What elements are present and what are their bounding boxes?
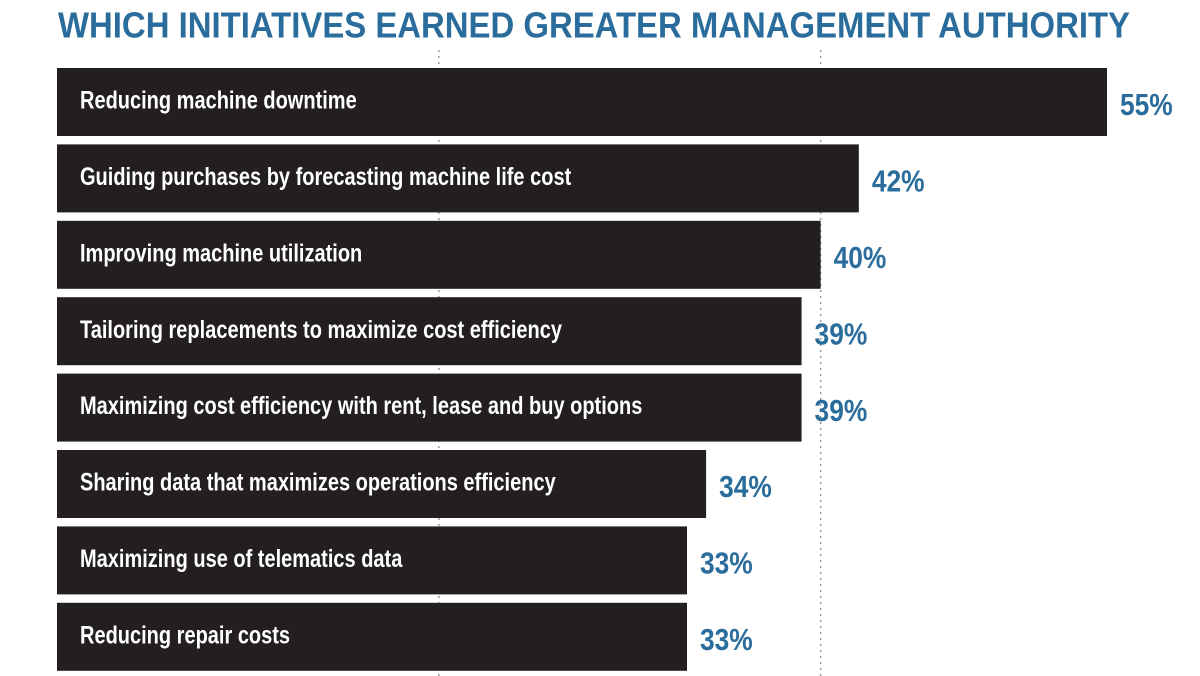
value-label: 40%: [834, 240, 887, 275]
category-label: Sharing data that maximizes operations e…: [80, 469, 556, 497]
category-label: Guiding purchases by forecasting machine…: [80, 163, 572, 191]
bar: [57, 68, 1107, 136]
value-label: 33%: [700, 546, 753, 581]
value-label: 34%: [719, 469, 772, 504]
category-label: Reducing machine downtime: [80, 87, 357, 115]
chart-title: WHICH INITIATIVES EARNED GREATER MANAGEM…: [58, 5, 1130, 46]
bar: [57, 220, 821, 289]
bar: [57, 602, 687, 671]
bar: [57, 373, 802, 442]
value-label: 55%: [1120, 87, 1173, 122]
category-label: Maximizing use of telematics data: [80, 545, 403, 573]
category-label: Reducing repair costs: [80, 621, 290, 649]
bar: [57, 144, 859, 213]
bar: [57, 297, 802, 366]
value-label: 39%: [815, 316, 868, 351]
value-label: 33%: [700, 622, 753, 657]
value-label: 39%: [815, 393, 868, 428]
category-label: Maximizing cost efficiency with rent, le…: [80, 392, 642, 420]
category-label: Improving machine utilization: [80, 239, 362, 267]
bar: [57, 450, 707, 518]
bar: [57, 526, 687, 595]
value-label: 42%: [872, 164, 925, 199]
category-label: Tailoring replacements to maximize cost …: [80, 316, 562, 344]
